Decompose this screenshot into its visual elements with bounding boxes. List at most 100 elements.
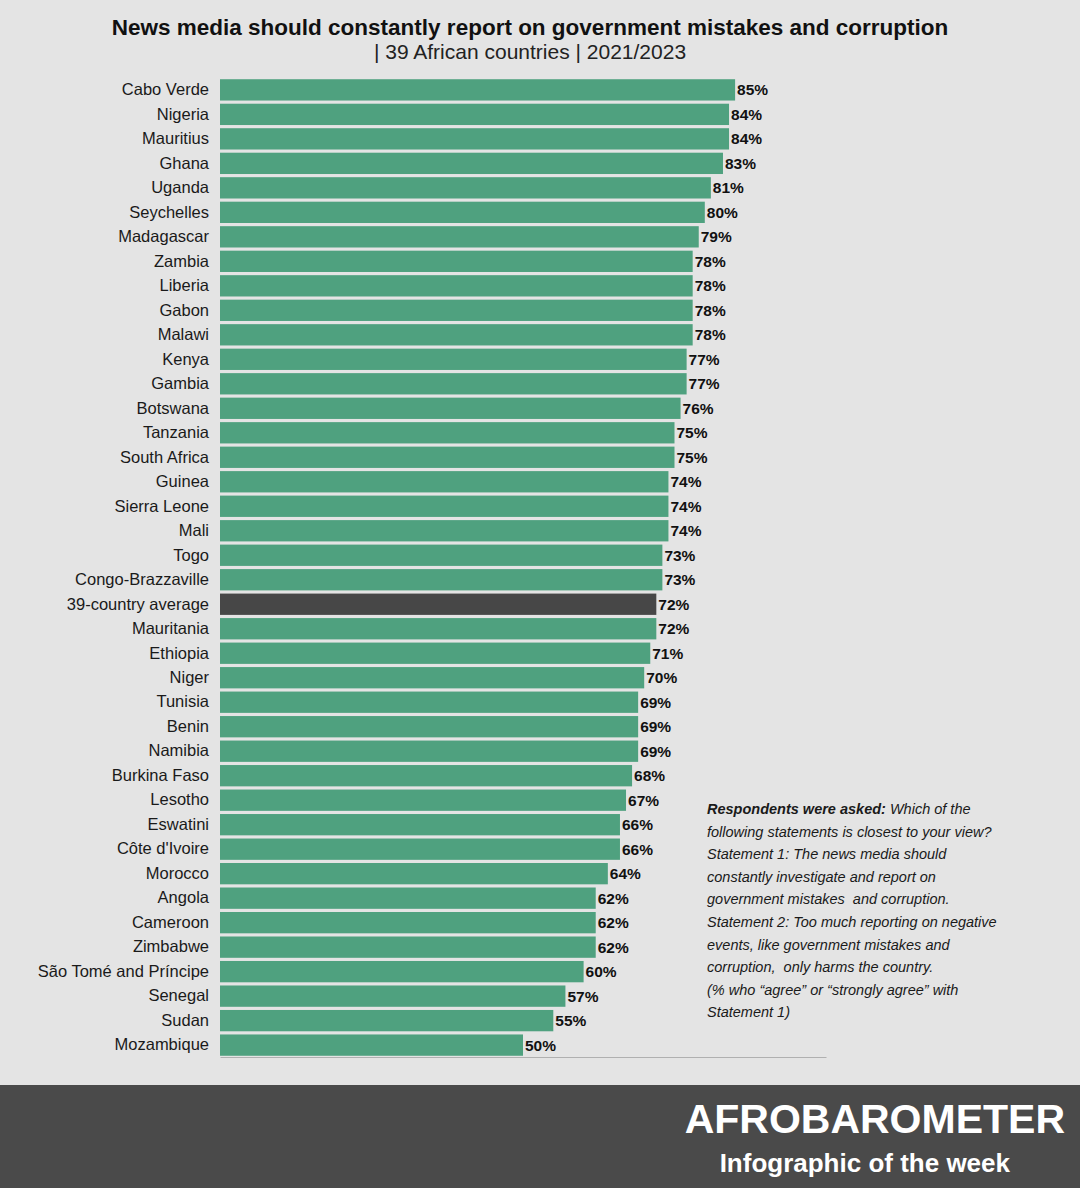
bar [220, 545, 662, 566]
bar [220, 594, 656, 615]
y-tick-label: Niger [170, 668, 210, 686]
bar [220, 569, 662, 590]
bar [220, 1034, 523, 1055]
data-label: 81% [713, 179, 744, 196]
data-label: 78% [695, 277, 726, 294]
bar [220, 765, 632, 786]
y-tick-label: Liberia [159, 276, 209, 294]
y-tick: Guinea [156, 472, 210, 490]
y-tick-label: Morocco [146, 864, 209, 882]
bar [220, 741, 638, 762]
y-tick: Congo-Brazzaville [75, 570, 209, 588]
annotation-line: (% who “agree” or “strongly agree” with [707, 982, 958, 998]
y-tick-label: Mozambique [115, 1035, 209, 1053]
data-label: 77% [689, 351, 720, 368]
y-tick-label: Cabo Verde [122, 80, 209, 98]
y-tick-label: Nigeria [157, 105, 210, 123]
y-tick: Nigeria [157, 105, 210, 123]
bar [220, 275, 693, 296]
bar [220, 863, 608, 884]
data-label: 76% [683, 400, 714, 417]
y-tick-label: Burkina Faso [112, 766, 209, 784]
data-label: 74% [670, 522, 701, 539]
annotation-text: Statement 1: The news media should [707, 846, 947, 862]
data-label: 67% [628, 792, 659, 809]
y-tick: Tunisia [156, 692, 209, 710]
chart: News media should constantly report on g… [0, 0, 1080, 1188]
y-tick: Malawi [158, 325, 209, 343]
data-label: 75% [677, 424, 708, 441]
y-tick: Zimbabwe [133, 937, 209, 955]
footer-brand: AFROBAROMETER [685, 1096, 1065, 1142]
y-tick-label: Mauritania [132, 619, 210, 637]
annotation-text: corruption, only harms the country. [707, 959, 933, 975]
y-tick-label: Kenya [162, 350, 210, 368]
y-tick: Uganda [151, 178, 210, 196]
footer-band [0, 1085, 1080, 1188]
data-label: 84% [731, 106, 762, 123]
annotation-line: government mistakes and corruption. [707, 891, 950, 907]
y-tick-label: 39-country average [67, 595, 209, 613]
annotation-text: government mistakes and corruption. [707, 891, 950, 907]
y-tick-label: Mauritius [142, 129, 209, 147]
y-tick: Benin [167, 717, 209, 735]
data-label: 78% [695, 253, 726, 270]
bar [220, 814, 620, 835]
y-tick: Madagascar [118, 227, 209, 245]
y-tick-label: Lesotho [150, 790, 209, 808]
y-tick: Gambia [151, 374, 210, 392]
y-tick-label: Mali [179, 521, 209, 539]
data-label: 75% [677, 449, 708, 466]
y-tick-label: Guinea [156, 472, 210, 490]
y-tick: Sierra Leone [115, 497, 209, 515]
y-tick: Sudan [161, 1011, 209, 1029]
y-tick-label: Tanzania [143, 423, 210, 441]
data-label: 60% [586, 963, 617, 980]
data-label: 74% [670, 498, 701, 515]
bar [220, 349, 687, 370]
y-tick-label: Zambia [154, 252, 210, 270]
annotation-line: Statement 1: The news media should [707, 846, 947, 862]
annotation-text: constantly investigate and report on [707, 869, 936, 885]
data-label: 62% [598, 914, 629, 931]
data-label: 66% [622, 841, 653, 858]
title: News media should constantly report on g… [112, 15, 948, 40]
y-tick-label: Ethiopia [149, 644, 209, 662]
y-axis: Cabo VerdeNigeriaMauritiusGhanaUgandaSey… [38, 80, 210, 1053]
data-label: 78% [695, 302, 726, 319]
bar [220, 226, 699, 247]
data-label: 80% [707, 204, 738, 221]
annotation-line: Statement 2: Too much reporting on negat… [707, 914, 997, 930]
bar [220, 692, 638, 713]
bar [220, 471, 668, 492]
y-tick-label: Togo [173, 546, 209, 564]
annotation: Respondents were asked: Which of thefoll… [707, 801, 997, 1020]
y-tick: Cameroon [132, 913, 209, 931]
data-label: 71% [652, 645, 683, 662]
x-axis-line [221, 1057, 827, 1058]
y-tick-label: Madagascar [118, 227, 209, 245]
data-label: 72% [658, 620, 689, 637]
bar [220, 128, 729, 149]
bars [220, 79, 735, 1056]
x-axis [221, 1057, 827, 1058]
data-label: 74% [670, 473, 701, 490]
y-tick: Côte d'Ivoire [117, 839, 209, 857]
data-label: 72% [658, 596, 689, 613]
y-tick-label: Seychelles [129, 203, 209, 221]
data-label: 62% [598, 939, 629, 956]
y-tick-label: São Tomé and Príncipe [38, 962, 209, 980]
bar [220, 79, 735, 100]
y-tick-label: Zimbabwe [133, 937, 209, 955]
y-tick: Burkina Faso [112, 766, 209, 784]
annotation-text: (% who “agree” or “strongly agree” with [707, 982, 958, 998]
bar [220, 422, 675, 443]
y-tick: 39-country average [67, 595, 209, 613]
annotation-line: following statements is closest to your … [707, 824, 992, 840]
subtitle: | 39 African countries | 2021/2023 [374, 40, 686, 63]
bar [220, 202, 705, 223]
y-tick: Mozambique [115, 1035, 209, 1053]
y-tick-label: Congo-Brazzaville [75, 570, 209, 588]
y-tick: Niger [170, 668, 210, 686]
y-tick: Angola [158, 888, 210, 906]
